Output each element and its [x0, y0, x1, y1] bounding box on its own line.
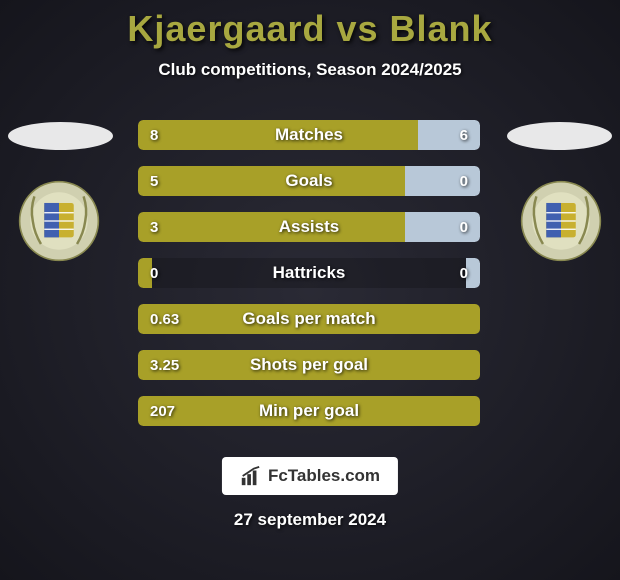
- stat-value-p2: 6: [460, 120, 468, 150]
- stat-label: Goals per match: [138, 304, 480, 334]
- stat-value-p2: 0: [460, 212, 468, 242]
- page-title: Kjaergaard vs Blank: [0, 0, 620, 50]
- stat-value-p2: 0: [460, 258, 468, 288]
- club-badge-player2: [520, 180, 602, 262]
- stat-value-p2: 0: [460, 166, 468, 196]
- stat-label: Shots per goal: [138, 350, 480, 380]
- stat-row-mpg: 207 Min per goal: [138, 396, 480, 426]
- footer-date: 27 september 2024: [0, 510, 620, 530]
- player2-silhouette: [507, 122, 612, 150]
- player1-silhouette: [8, 122, 113, 150]
- badge-icon: [520, 180, 602, 262]
- stat-label: Matches: [138, 120, 480, 150]
- stat-label: Min per goal: [138, 396, 480, 426]
- chart-icon: [240, 465, 262, 487]
- stat-row-assists: 3 Assists 0: [138, 212, 480, 242]
- stat-row-goals: 5 Goals 0: [138, 166, 480, 196]
- brand-badge[interactable]: FcTables.com: [222, 457, 398, 495]
- stat-row-gpm: 0.63 Goals per match: [138, 304, 480, 334]
- main-container: Kjaergaard vs Blank Club competitions, S…: [0, 0, 620, 580]
- badge-icon: [18, 180, 100, 262]
- stat-label: Goals: [138, 166, 480, 196]
- stat-row-hattricks: 0 Hattricks 0: [138, 258, 480, 288]
- stat-row-spg: 3.25 Shots per goal: [138, 350, 480, 380]
- stats-container: 8 Matches 6 5 Goals 0 3 Assists 0 0 Hatt…: [138, 120, 480, 442]
- stat-label: Hattricks: [138, 258, 480, 288]
- stat-row-matches: 8 Matches 6: [138, 120, 480, 150]
- stat-label: Assists: [138, 212, 480, 242]
- brand-text: FcTables.com: [268, 466, 380, 486]
- club-badge-player1: [18, 180, 100, 262]
- subtitle: Club competitions, Season 2024/2025: [0, 60, 620, 80]
